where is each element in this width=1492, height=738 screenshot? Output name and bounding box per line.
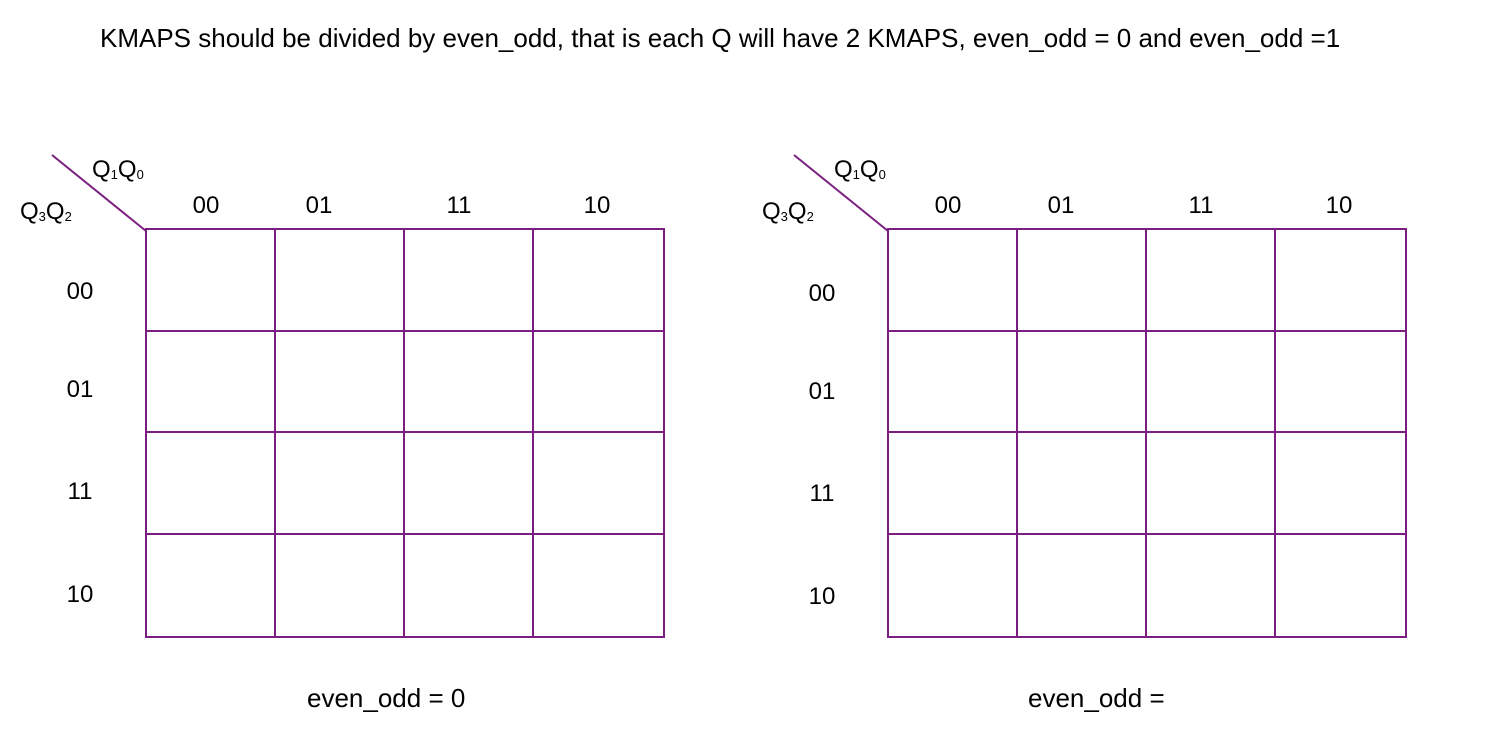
kmap-cell[interactable] [1147, 534, 1276, 636]
column-variable-label: Q1Q0 [92, 156, 144, 189]
column-label-10: 10 [1325, 192, 1353, 219]
kmap-diagonal-divider [51, 154, 147, 232]
row-label-11: 11 [809, 480, 835, 507]
row-var-q2: Q [45, 198, 65, 225]
col-var-sub1: 1 [852, 167, 860, 182]
kmap-cell[interactable] [147, 534, 276, 636]
col-var-sub1: 1 [110, 167, 118, 182]
kmap-cell[interactable] [1147, 331, 1276, 433]
kmap-cell[interactable] [1276, 535, 1405, 637]
kmap-grid [887, 228, 1407, 638]
kmap-cell[interactable] [147, 230, 276, 332]
col-var-q1: Q [92, 156, 111, 183]
row-variable-label: Q3Q2 [20, 198, 72, 231]
column-variable-label: Q1Q0 [834, 156, 886, 189]
row-var-sub2: 2 [806, 209, 814, 224]
kmap-cell[interactable] [534, 535, 663, 637]
kmap-cell[interactable] [276, 433, 405, 535]
kmap-cell[interactable] [405, 331, 534, 433]
kmap-even-odd-0: Q1Q0 Q3Q2 00 01 11 10 00 01 11 10 even_o… [10, 150, 710, 730]
page-heading: KMAPS should be divided by even_odd, tha… [100, 23, 1341, 53]
row-var-q3: Q [20, 198, 39, 225]
kmap-cell[interactable] [1018, 433, 1147, 535]
row-label-01: 01 [808, 378, 836, 405]
kmap-cell[interactable] [889, 331, 1018, 433]
column-label-01: 01 [305, 192, 333, 219]
kmap-cell[interactable] [1276, 230, 1405, 332]
kmap-cell[interactable] [405, 433, 534, 535]
column-label-10: 10 [583, 192, 611, 219]
kmap-cell[interactable] [534, 433, 663, 535]
row-variable-label: Q3Q2 [762, 198, 814, 231]
col-var-q0: Q [117, 156, 137, 183]
column-label-11: 11 [446, 192, 472, 219]
kmap-diagonal-divider [793, 154, 889, 232]
row-label-01: 01 [66, 376, 94, 403]
kmap-cell[interactable] [1276, 332, 1405, 433]
row-var-sub2: 2 [64, 209, 72, 224]
kmap-cell[interactable] [276, 331, 405, 433]
row-var-q3: Q [762, 198, 781, 225]
col-var-sub0: 0 [136, 167, 144, 182]
row-var-q2: Q [787, 198, 807, 225]
col-var-q0: Q [859, 156, 879, 183]
kmap-cell[interactable] [276, 534, 405, 636]
row-var-sub3: 3 [38, 209, 46, 224]
kmap-cell[interactable] [1276, 433, 1405, 535]
row-label-11: 11 [67, 478, 93, 505]
kmap-cell[interactable] [405, 534, 534, 636]
column-label-00: 00 [192, 192, 220, 219]
row-label-10: 10 [808, 583, 836, 610]
row-label-00: 00 [66, 278, 94, 305]
row-label-00: 00 [808, 280, 836, 307]
row-label-10: 10 [66, 581, 94, 608]
kmap-cell[interactable] [405, 230, 534, 332]
kmap-cell[interactable] [889, 534, 1018, 636]
column-label-01: 01 [1047, 192, 1075, 219]
col-var-q1: Q [834, 156, 853, 183]
kmap-caption: even_odd = [1028, 683, 1165, 713]
kmap-cell[interactable] [889, 433, 1018, 535]
row-var-sub3: 3 [780, 209, 788, 224]
kmap-grid [145, 228, 665, 638]
kmap-cell[interactable] [147, 331, 276, 433]
column-label-00: 00 [934, 192, 962, 219]
kmap-cell[interactable] [1018, 534, 1147, 636]
kmap-cell[interactable] [1147, 433, 1276, 535]
kmap-cell[interactable] [1018, 331, 1147, 433]
col-var-sub0: 0 [878, 167, 886, 182]
kmap-cell[interactable] [276, 230, 405, 332]
kmap-cell[interactable] [534, 332, 663, 433]
kmap-cell[interactable] [889, 230, 1018, 332]
kmap-cell[interactable] [1018, 230, 1147, 332]
kmap-caption: even_odd = 0 [307, 683, 466, 713]
kmap-cell[interactable] [534, 230, 663, 332]
kmap-even-odd-1: Q1Q0 Q3Q2 00 01 11 10 00 01 11 10 even_o… [752, 150, 1452, 730]
kmap-cell[interactable] [1147, 230, 1276, 332]
kmap-cell[interactable] [147, 433, 276, 535]
column-label-11: 11 [1188, 192, 1214, 219]
